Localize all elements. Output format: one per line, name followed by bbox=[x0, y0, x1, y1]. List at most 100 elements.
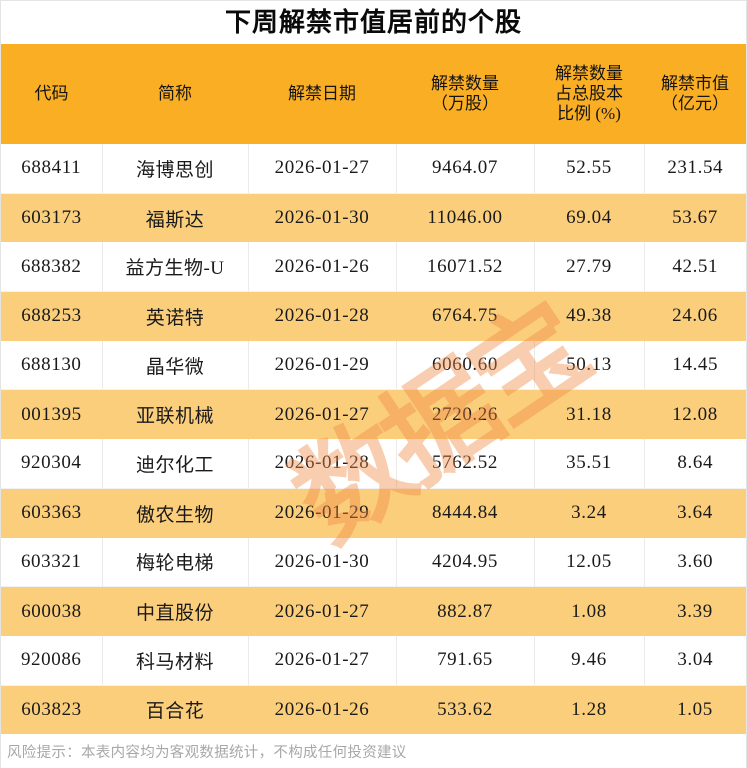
column-header-market-value: 解禁市值 （亿元） bbox=[644, 44, 746, 144]
column-header-name-line-1: 简称 bbox=[158, 83, 192, 103]
table-header: 代码 简称 解禁日期 解禁数量 （万股） 解禁数量 占总股本 比例 (%) bbox=[1, 44, 746, 144]
cell-unlock-date: 2026-01-28 bbox=[247, 439, 396, 489]
cell-stock-name: 中直股份 bbox=[135, 603, 214, 625]
cell-stock-name: 科马材料 bbox=[101, 635, 248, 686]
cell-stock-code: 603321 bbox=[1, 537, 102, 588]
cell-unlock-quantity: 2720.26 bbox=[432, 403, 498, 425]
cell-unlock-market-value: 231.54 bbox=[643, 144, 746, 194]
footer-disclaimer-text: 风险提示：本表内容均为客观数据统计，不构成任何投资建议 bbox=[7, 744, 407, 761]
cell-unlock-percent: 31.18 bbox=[566, 403, 612, 425]
cell-unlock-quantity: 6764.75 bbox=[432, 305, 498, 327]
cell-stock-name: 晶华微 bbox=[101, 340, 248, 391]
cell-unlock-percent: 3.24 bbox=[571, 502, 607, 524]
cell-unlock-percent: 49.38 bbox=[566, 305, 612, 327]
cell-unlock-market-value: 8.64 bbox=[643, 439, 746, 489]
table-row: 688253 英诺特 2026-01-28 6764.75 49.38 24.06 bbox=[1, 291, 746, 341]
cell-unlock-date: 2026-01-26 bbox=[274, 698, 370, 720]
table-row: 920086 科马材料 2026-01-27 791.65 9.46 3.04 bbox=[1, 635, 746, 686]
cell-unlock-percent: 12.05 bbox=[533, 537, 644, 588]
cell-unlock-quantity: 533.62 bbox=[437, 698, 493, 720]
column-header-market-value-line-1: 解禁市值 bbox=[661, 73, 729, 93]
cell-unlock-market-value: 3.60 bbox=[643, 537, 746, 588]
cell-unlock-date: 2026-01-27 bbox=[274, 600, 370, 622]
table-row: 920304 迪尔化工 2026-01-28 5762.52 35.51 8.64 bbox=[1, 439, 746, 489]
cell-unlock-market-value: 3.39 bbox=[677, 600, 713, 622]
cell-unlock-percent: 50.13 bbox=[533, 340, 644, 391]
cell-unlock-date: 2026-01-30 bbox=[274, 207, 370, 229]
cell-unlock-percent: 35.51 bbox=[533, 439, 644, 489]
cell-stock-code: 920304 bbox=[1, 439, 102, 489]
cell-unlock-percent: 52.55 bbox=[533, 144, 644, 194]
cell-unlock-quantity: 11046.00 bbox=[427, 207, 503, 229]
cell-stock-name: 海博思创 bbox=[101, 144, 248, 194]
cell-unlock-percent: 1.08 bbox=[571, 600, 607, 622]
table-row: 603363 傲农生物 2026-01-29 8444.84 3.24 3.64 bbox=[1, 488, 746, 538]
table-body: 688411 海博思创 2026-01-27 9464.07 52.55 231.54 60… bbox=[1, 144, 746, 735]
column-header-quantity: 解禁数量 （万股） bbox=[396, 44, 534, 144]
cell-stock-name: 傲农生物 bbox=[135, 504, 214, 526]
title-bar: 下周解禁市值居前的个股 bbox=[1, 1, 746, 44]
cell-unlock-market-value: 14.45 bbox=[643, 340, 746, 391]
table-header-row: 代码 简称 解禁日期 解禁数量 （万股） 解禁数量 占总股本 比例 (%) bbox=[1, 44, 746, 144]
column-header-market-value-line-2: （亿元） bbox=[661, 94, 729, 113]
table-row: 688382 益方生物-U 2026-01-26 16071.52 27.79 42.51 bbox=[1, 242, 746, 293]
cell-stock-code: 603823 bbox=[21, 698, 82, 720]
cell-stock-name: 亚联机械 bbox=[135, 406, 214, 428]
column-header-name: 简称 bbox=[102, 44, 248, 144]
cell-unlock-market-value: 53.67 bbox=[672, 207, 718, 229]
cell-unlock-quantity: 5762.52 bbox=[395, 439, 534, 489]
cell-unlock-market-value: 3.04 bbox=[643, 635, 746, 686]
table-row: 688130 晶华微 2026-01-29 6060.60 50.13 14.45 bbox=[1, 340, 746, 391]
cell-unlock-date: 2026-01-29 bbox=[247, 340, 396, 391]
cell-stock-code: 688411 bbox=[1, 144, 102, 194]
page-title: 下周解禁市值居前的个股 bbox=[224, 7, 522, 37]
footer-disclaimer: 风险提示：本表内容均为客观数据统计，不构成任何投资建议 bbox=[1, 734, 746, 768]
column-header-date-line-1: 解禁日期 bbox=[288, 83, 356, 103]
cell-unlock-date: 2026-01-26 bbox=[247, 242, 396, 293]
table-row: 603173 福斯达 2026-01-30 11046.00 69.04 53.67 bbox=[1, 193, 746, 243]
cell-stock-name: 福斯达 bbox=[145, 209, 205, 231]
column-header-code: 代码 bbox=[1, 44, 102, 144]
cell-stock-name: 英诺特 bbox=[145, 307, 205, 329]
column-header-percent-line-3: 比例 (%) bbox=[557, 104, 621, 124]
column-header-date: 解禁日期 bbox=[248, 44, 396, 144]
table-row: 600038 中直股份 2026-01-27 882.87 1.08 3.39 bbox=[1, 586, 746, 636]
cell-unlock-market-value: 12.08 bbox=[672, 403, 718, 425]
cell-unlock-percent: 9.46 bbox=[533, 635, 644, 686]
column-header-quantity-line-1: 解禁数量 bbox=[431, 73, 499, 93]
cell-stock-code: 603363 bbox=[21, 502, 82, 524]
cell-stock-name: 梅轮电梯 bbox=[101, 537, 248, 588]
cell-stock-code: 603173 bbox=[21, 207, 82, 229]
table-row: 688411 海博思创 2026-01-27 9464.07 52.55 231.54 bbox=[1, 144, 746, 194]
cell-unlock-market-value: 42.51 bbox=[643, 242, 746, 293]
cell-unlock-market-value: 24.06 bbox=[672, 305, 718, 327]
column-header-percent-line-1: 解禁数量 bbox=[555, 63, 623, 83]
cell-unlock-date: 2026-01-27 bbox=[247, 635, 396, 686]
cell-stock-code: 688130 bbox=[1, 340, 102, 391]
cell-unlock-market-value: 1.05 bbox=[677, 698, 713, 720]
cell-unlock-quantity: 6060.60 bbox=[395, 340, 534, 391]
cell-stock-name: 迪尔化工 bbox=[101, 439, 248, 489]
cell-unlock-quantity: 791.65 bbox=[395, 635, 534, 686]
table-row: 001395 亚联机械 2026-01-27 2720.26 31.18 12.08 bbox=[1, 389, 746, 440]
cell-unlock-date: 2026-01-30 bbox=[247, 537, 396, 588]
cell-stock-code: 001395 bbox=[21, 403, 82, 425]
cell-stock-code: 688382 bbox=[1, 242, 102, 293]
table-row: 603823 百合花 2026-01-26 533.62 1.28 1.05 bbox=[1, 685, 746, 735]
cell-stock-code: 920086 bbox=[1, 635, 102, 686]
cell-unlock-percent: 1.28 bbox=[571, 698, 607, 720]
column-header-percent: 解禁数量 占总股本 比例 (%) bbox=[534, 44, 644, 144]
cell-stock-name: 百合花 bbox=[145, 701, 205, 723]
cell-unlock-quantity: 16071.52 bbox=[395, 242, 534, 293]
column-header-percent-line-2: 占总股本 bbox=[555, 83, 623, 103]
cell-unlock-quantity: 8444.84 bbox=[432, 502, 498, 524]
cell-unlock-market-value: 3.64 bbox=[677, 502, 713, 524]
cell-unlock-date: 2026-01-27 bbox=[274, 403, 370, 425]
column-header-quantity-line-2: （万股） bbox=[431, 94, 499, 113]
cell-stock-name: 益方生物-U bbox=[101, 242, 248, 293]
cell-unlock-date: 2026-01-29 bbox=[274, 502, 370, 524]
table-row: 603321 梅轮电梯 2026-01-30 4204.95 12.05 3.60 bbox=[1, 537, 746, 588]
cell-unlock-date: 2026-01-27 bbox=[247, 144, 396, 194]
cell-unlock-date: 2026-01-28 bbox=[274, 305, 370, 327]
